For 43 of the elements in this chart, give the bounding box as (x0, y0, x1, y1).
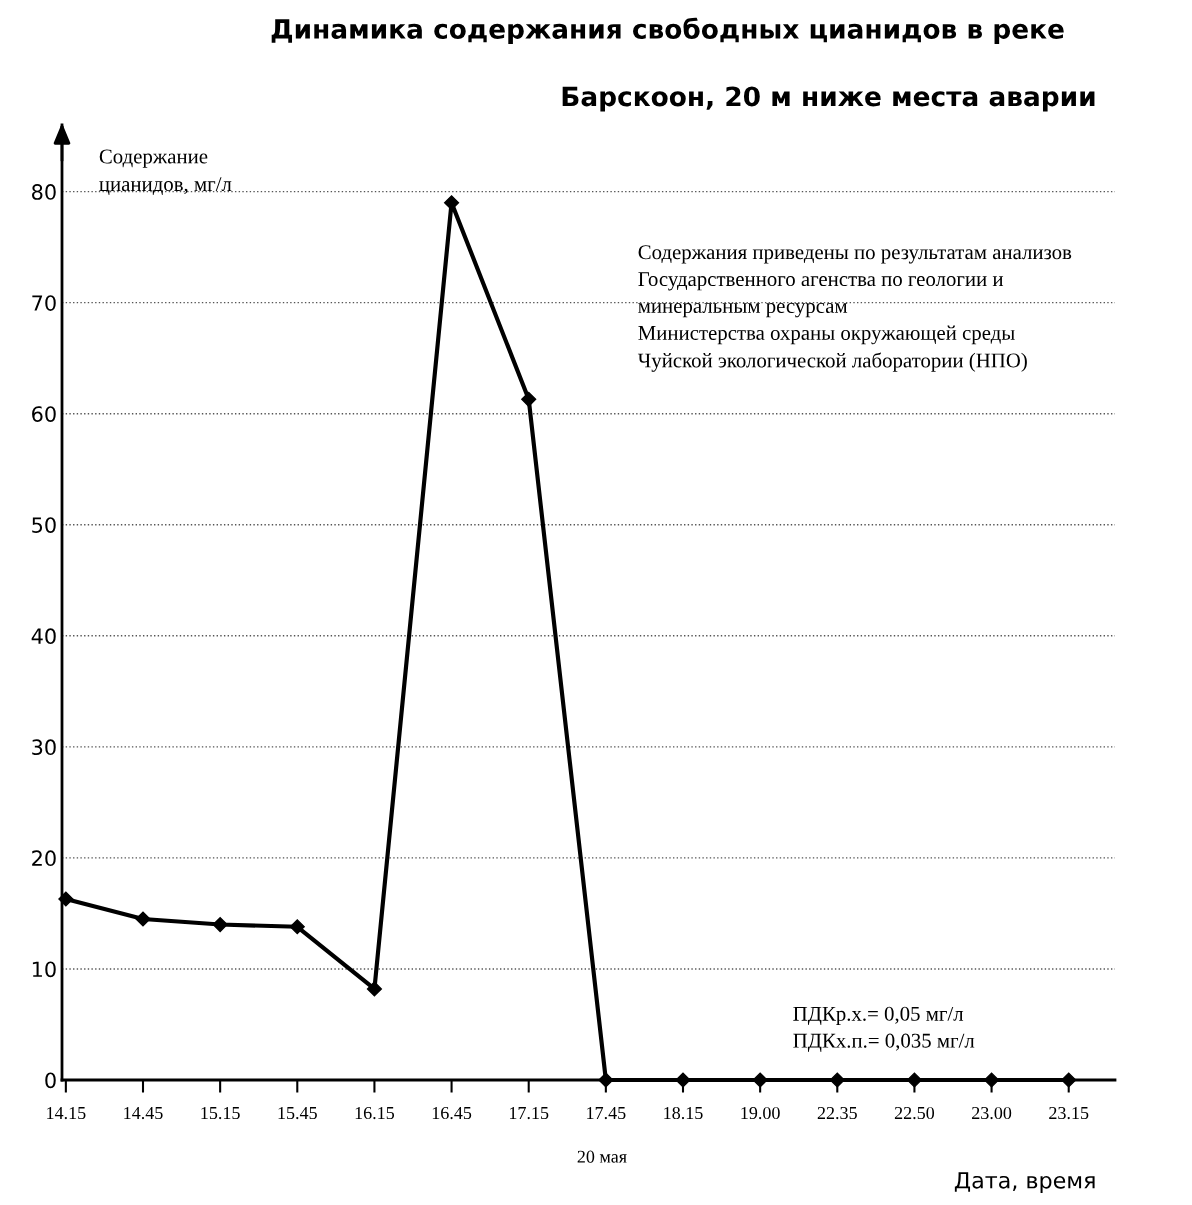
point (58, 891, 74, 907)
x-tick-label: 23.00 (972, 1106, 1012, 1120)
x-tick-label: 14.15 (47, 1107, 86, 1120)
x-axis-title: Дата, время (954, 1172, 1095, 1193)
point (289, 919, 305, 935)
x-tick-label: 16.15 (355, 1106, 395, 1120)
x-tick-label: 15.15 (201, 1107, 240, 1120)
point (752, 1072, 768, 1088)
y-tick-label: 40 (31, 628, 56, 645)
point (675, 1072, 691, 1088)
y-axis-title: Содержание цианидов, мг/л (99, 149, 232, 195)
annotation: Содержания приведены по результатам анализов Государственного агенства по геологии и минеральным ресурсам Министерства охраны окружающей среды Чуйской экологической лаборатории (НПО) (637, 245, 1072, 372)
point (521, 391, 537, 407)
y-tick-label: 60 (32, 406, 56, 422)
y-tick-label: 10 (32, 961, 56, 978)
text: 20 мая (577, 1150, 627, 1163)
chart-title: Динамика содержания свободных цианидов в реке (271, 17, 1064, 45)
x-tick-label: 16.45 (432, 1106, 472, 1120)
x-tick-label: 17.45 (587, 1107, 626, 1120)
y-tick-label: 20 (32, 850, 56, 867)
point (366, 981, 382, 997)
point (598, 1072, 614, 1088)
y-tick-label: 80 (32, 184, 56, 200)
x-tick-label: 15.45 (278, 1107, 317, 1120)
x-tick-label: 17.15 (509, 1107, 549, 1120)
point (906, 1072, 922, 1088)
point (212, 916, 228, 933)
y-tick-label: 0 (45, 1072, 56, 1089)
x-tick-label: 22.35 (817, 1106, 857, 1120)
x-tick-label: 14.45 (124, 1107, 163, 1120)
chart-subtitle: Барскоон, 20 м ниже места аварии (562, 86, 1095, 112)
point (1061, 1072, 1077, 1088)
x-tick-label: 18.15 (664, 1106, 703, 1120)
y-tick-label: 30 (32, 739, 56, 756)
x-tick-label: 19.00 (741, 1106, 780, 1120)
annotation: ПДКр.х.= 0,05 мг/л ПДКх.п.= 0,035 мг/л (793, 1006, 975, 1052)
y-tick-label: 50 (32, 517, 56, 533)
point (135, 911, 151, 927)
x-tick-label: 23.15 (1049, 1106, 1089, 1120)
point (984, 1072, 1000, 1088)
y-tick-label: 70 (32, 295, 56, 311)
x-tick-label: 22.50 (894, 1106, 935, 1120)
point (829, 1072, 845, 1088)
